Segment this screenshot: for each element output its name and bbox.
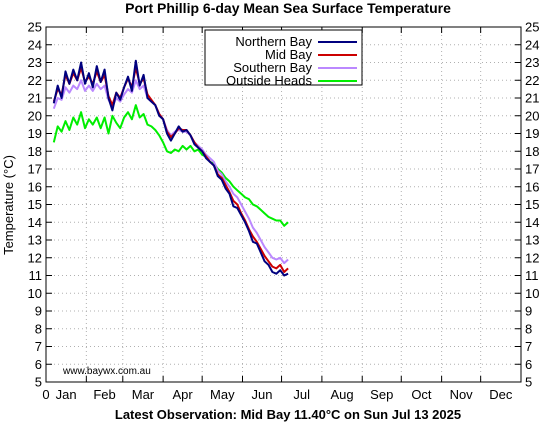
y-tick-label-right: 8: [525, 321, 532, 336]
y-tick-label-right: 14: [525, 215, 539, 230]
month-label: Mar: [132, 387, 155, 402]
y-tick-label-right: 9: [525, 304, 532, 319]
y-tick-label-right: 22: [525, 73, 539, 88]
y-tick-label: 19: [28, 126, 42, 141]
y-tick-label: 17: [28, 162, 42, 177]
y-tick-label: 16: [28, 179, 42, 194]
series-line-southern-bay: [52, 79, 289, 265]
y-tick-label-right: 11: [525, 268, 539, 283]
chart-title: Port Phillip 6-day Mean Sea Surface Temp…: [125, 0, 451, 16]
y-axis-left: 5 6 7 8 9 10 11 12 13 14 15 16 17 18 19 20 21 22 23 24 25: [28, 20, 52, 390]
y-tick-label: 25: [28, 20, 42, 35]
month-label: May: [210, 387, 235, 402]
legend-label: Outside Heads: [226, 73, 312, 88]
y-tick-label-right: 17: [525, 162, 539, 177]
legend-label: Mid Bay: [265, 47, 312, 62]
y-tick-label: 11: [29, 268, 43, 283]
series-line-northern-bay: [52, 59, 289, 277]
y-tick-label: 15: [28, 197, 42, 212]
month-label: Dec: [489, 387, 513, 402]
y-tick-label-right: 23: [525, 55, 539, 70]
y-tick-label-right: 25: [525, 20, 539, 35]
month-label: Jun: [252, 387, 273, 402]
y-axis-label: Temperature (°C): [1, 155, 16, 255]
latest-observation: Latest Observation: Mid Bay 11.40°C on S…: [115, 407, 461, 422]
y-tick-label-right: 13: [525, 233, 539, 248]
month-label: Jul: [293, 387, 310, 402]
y-tick-label-right: 18: [525, 144, 539, 159]
y-tick-label: 24: [28, 37, 42, 52]
y-tick-label: 18: [28, 144, 42, 159]
month-label: Nov: [450, 387, 474, 402]
y-tick-label: 12: [28, 250, 42, 265]
legend-label: Northern Bay: [235, 34, 312, 49]
y-tick-label-right: 20: [525, 108, 539, 123]
legend-box: [204, 29, 363, 86]
y-tick-label: 22: [28, 73, 42, 88]
month-label: Jan: [56, 387, 77, 402]
month-label: Apr: [173, 387, 194, 402]
y-tick-label: 13: [28, 233, 42, 248]
y-tick-label-right: 5: [525, 375, 532, 390]
y-tick-label: 5: [35, 375, 42, 390]
source-credit: www.baywx.com.au: [62, 366, 151, 377]
month-label: Oct: [411, 387, 432, 402]
y-axis-right: 5 6 7 8 9 10 11 12 13 14 15 16 17 18 19 20 21 22 23 24 25: [515, 20, 539, 390]
y-tick-label-right: 10: [525, 286, 539, 301]
y-tick-label: 7: [35, 339, 42, 354]
y-tick-label: 14: [28, 215, 42, 230]
y-tick-label: 21: [28, 91, 42, 106]
y-tick-label-right: 6: [525, 357, 532, 372]
y-tick-label: 8: [35, 321, 42, 336]
y-tick-label-right: 15: [525, 197, 539, 212]
y-tick-label: 10: [28, 286, 42, 301]
series-line-outside-heads: [52, 104, 289, 227]
y-tick-label-right: 21: [525, 91, 539, 106]
month-label: Aug: [330, 387, 353, 402]
legend-label: Southern Bay: [233, 60, 312, 75]
y-tick-label-right: 12: [525, 250, 539, 265]
y-tick-label: 9: [35, 304, 42, 319]
series-lines: [52, 59, 289, 277]
y-tick-label: 6: [35, 357, 42, 372]
x-tick-label: 0: [42, 387, 49, 402]
y-tick-label-right: 16: [525, 179, 539, 194]
y-tick-label-right: 24: [525, 37, 539, 52]
month-label: Feb: [93, 387, 115, 402]
month-label: Sep: [370, 387, 393, 402]
y-tick-label-right: 19: [525, 126, 539, 141]
y-tick-label-right: 7: [525, 339, 532, 354]
y-tick-label: 20: [28, 108, 42, 123]
x-axis: 0 Jan Feb Mar Apr May Jun Jul Aug Sep Oct Nov Dec: [42, 27, 522, 402]
y-tick-label: 23: [28, 55, 42, 70]
